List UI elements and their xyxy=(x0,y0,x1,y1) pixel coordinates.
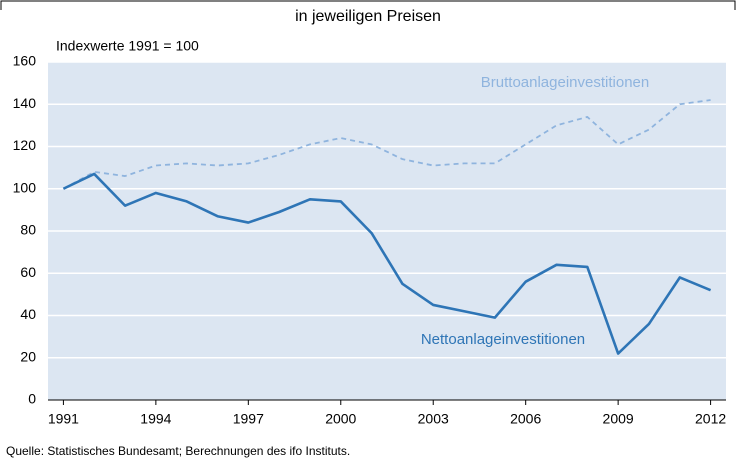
y-tick-label: 0 xyxy=(28,391,36,407)
series-line xyxy=(62,99,711,190)
y-tick-label: 160 xyxy=(13,53,37,69)
x-tick-label: 2012 xyxy=(695,411,726,427)
chart-title: in jeweiligen Preisen xyxy=(295,8,441,25)
series-label: Bruttoanlageinvestitionen xyxy=(481,74,649,91)
series-line xyxy=(62,172,712,355)
y-tick-label: 140 xyxy=(13,95,37,111)
source-note: Quelle: Statistisches Bundesamt; Berechn… xyxy=(6,444,350,458)
y-tick-label: 80 xyxy=(20,222,36,238)
x-tick-label: 2003 xyxy=(418,411,449,427)
series-label: Nettoanlageinvestitionen xyxy=(421,331,585,348)
y-tick-label: 100 xyxy=(13,179,37,195)
frame xyxy=(0,0,736,10)
x-tick-label: 2006 xyxy=(510,411,541,427)
y-tick-label: 20 xyxy=(20,348,36,364)
x-tick-label: 2009 xyxy=(603,411,634,427)
y-tick-label: 120 xyxy=(13,137,37,153)
y-tick-label: 60 xyxy=(20,264,36,280)
x-tick-label: 2000 xyxy=(325,411,356,427)
y-tick-label: 40 xyxy=(20,306,36,322)
x-tick-label: 1994 xyxy=(140,411,171,427)
x-tick-label: 1991 xyxy=(48,411,79,427)
y-axis-label: Indexwerte 1991 = 100 xyxy=(56,38,199,54)
x-tick-label: 1997 xyxy=(233,411,264,427)
